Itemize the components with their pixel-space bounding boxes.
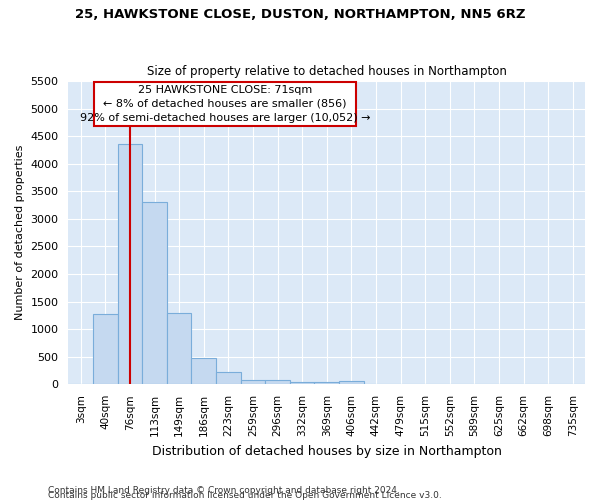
- Bar: [265, 380, 290, 384]
- Bar: [339, 381, 364, 384]
- Bar: [167, 312, 191, 384]
- FancyBboxPatch shape: [94, 82, 356, 126]
- Bar: [191, 358, 216, 384]
- Text: 25, HAWKSTONE CLOSE, DUSTON, NORTHAMPTON, NN5 6RZ: 25, HAWKSTONE CLOSE, DUSTON, NORTHAMPTON…: [75, 8, 525, 20]
- Bar: [93, 314, 118, 384]
- Text: Contains public sector information licensed under the Open Government Licence v3: Contains public sector information licen…: [48, 490, 442, 500]
- Y-axis label: Number of detached properties: Number of detached properties: [15, 145, 25, 320]
- Text: 25 HAWKSTONE CLOSE: 71sqm
← 8% of detached houses are smaller (856)
92% of semi-: 25 HAWKSTONE CLOSE: 71sqm ← 8% of detach…: [80, 85, 370, 123]
- Bar: [142, 202, 167, 384]
- Title: Size of property relative to detached houses in Northampton: Size of property relative to detached ho…: [147, 66, 506, 78]
- Bar: [118, 144, 142, 384]
- Bar: [216, 372, 241, 384]
- X-axis label: Distribution of detached houses by size in Northampton: Distribution of detached houses by size …: [152, 444, 502, 458]
- Bar: [290, 382, 314, 384]
- Text: Contains HM Land Registry data © Crown copyright and database right 2024.: Contains HM Land Registry data © Crown c…: [48, 486, 400, 495]
- Bar: [241, 380, 265, 384]
- Bar: [314, 382, 339, 384]
